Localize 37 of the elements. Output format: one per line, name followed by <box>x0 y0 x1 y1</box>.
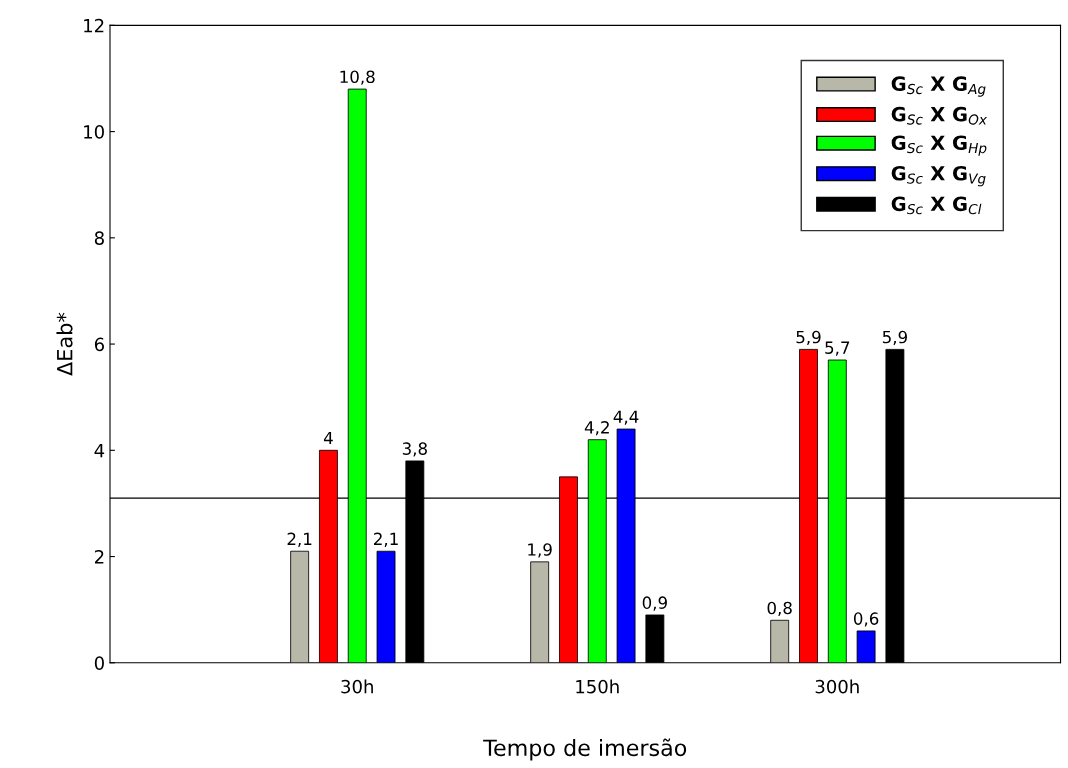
bar <box>290 550 310 663</box>
bar <box>530 561 550 663</box>
data-label: 10,8 <box>340 70 375 85</box>
data-label: 3,8 <box>402 442 427 457</box>
legend-label: G$_{Sc}$ X G$_{Ag}$ <box>891 76 986 97</box>
y-axis-title: ΔEab* <box>56 312 73 376</box>
bar <box>856 630 876 663</box>
data-label: 5,7 <box>825 341 850 356</box>
data-label: 0,8 <box>767 601 792 616</box>
x-tick-label: 150h <box>576 679 619 694</box>
x-axis-title: Tempo de imersão <box>483 738 687 761</box>
data-label: 2,1 <box>374 532 398 547</box>
legend-label: G$_{Sc}$ X G$_{Hp}$ <box>891 135 987 156</box>
data-label: 5,9 <box>796 330 821 346</box>
legend-label: G$_{Sc}$ X G$_{Ox}$ <box>891 106 988 125</box>
y-tick-label: 8 <box>94 231 104 245</box>
bar <box>645 614 665 663</box>
data-label: 5,9 <box>882 330 907 346</box>
bar <box>376 550 396 663</box>
legend-label: G$_{Sc}$ X G$_{Vg}$ <box>891 165 986 187</box>
y-tick-label: 12 <box>84 18 104 33</box>
x-tick-label: 300h <box>815 679 859 694</box>
y-tick-label: 0 <box>94 656 104 670</box>
data-label: 0,9 <box>642 596 667 611</box>
y-tick-label: 10 <box>84 125 104 139</box>
y-tick-label: 2 <box>94 550 104 564</box>
y-tick-label: 4 <box>94 444 105 458</box>
legend-label: G$_{Sc}$ X G$_{Cl}$ <box>891 196 982 215</box>
y-tick-label: 6 <box>94 337 105 352</box>
data-label: 1,9 <box>528 543 552 558</box>
data-label: 2,1 <box>287 532 312 547</box>
data-label: 4 <box>323 431 333 445</box>
data-label: 0,6 <box>853 612 879 627</box>
bar <box>770 619 790 663</box>
data-label: 4,4 <box>613 410 639 425</box>
x-tick-label: 30h <box>341 679 373 694</box>
data-label: 4,2 <box>584 421 609 436</box>
